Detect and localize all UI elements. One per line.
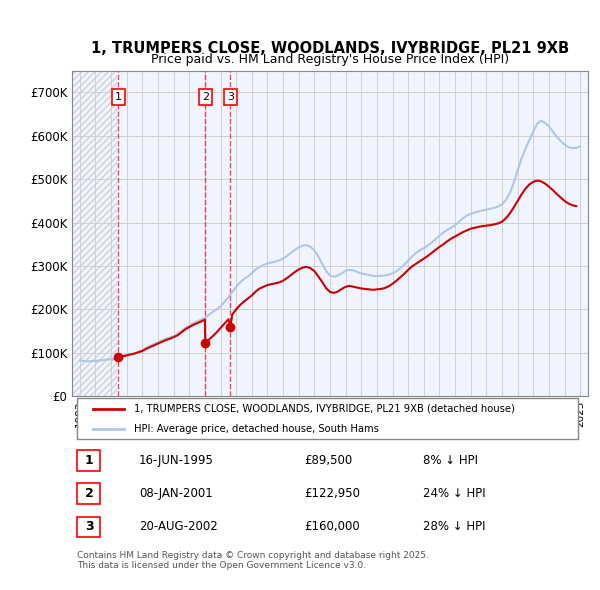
Text: 1, TRUMPERS CLOSE, WOODLANDS, IVYBRIDGE, PL21 9XB (detached house): 1, TRUMPERS CLOSE, WOODLANDS, IVYBRIDGE,… [134, 404, 515, 414]
FancyBboxPatch shape [77, 483, 100, 504]
Text: 08-JAN-2001: 08-JAN-2001 [139, 487, 213, 500]
Text: £122,950: £122,950 [304, 487, 360, 500]
FancyBboxPatch shape [77, 450, 100, 471]
Text: 20-AUG-2002: 20-AUG-2002 [139, 520, 218, 533]
FancyBboxPatch shape [77, 516, 100, 537]
Text: 24% ↓ HPI: 24% ↓ HPI [423, 487, 485, 500]
Text: £89,500: £89,500 [304, 454, 352, 467]
FancyBboxPatch shape [77, 398, 578, 440]
Text: 16-JUN-1995: 16-JUN-1995 [139, 454, 214, 467]
Bar [72, 71, 118, 396]
Text: 8% ↓ HPI: 8% ↓ HPI [423, 454, 478, 467]
Text: 3: 3 [85, 520, 94, 533]
Text: 2: 2 [202, 92, 209, 102]
Text: Price paid vs. HM Land Registry's House Price Index (HPI): Price paid vs. HM Land Registry's House … [151, 53, 509, 66]
Text: 1: 1 [115, 92, 122, 102]
Text: 3: 3 [227, 92, 234, 102]
Text: 28% ↓ HPI: 28% ↓ HPI [423, 520, 485, 533]
Text: 2: 2 [85, 487, 94, 500]
Text: HPI: Average price, detached house, South Hams: HPI: Average price, detached house, Sout… [134, 424, 379, 434]
Text: 1: 1 [85, 454, 94, 467]
Text: Contains HM Land Registry data © Crown copyright and database right 2025.
This d: Contains HM Land Registry data © Crown c… [77, 550, 429, 570]
Text: £160,000: £160,000 [304, 520, 360, 533]
Text: 1, TRUMPERS CLOSE, WOODLANDS, IVYBRIDGE, PL21 9XB: 1, TRUMPERS CLOSE, WOODLANDS, IVYBRIDGE,… [91, 41, 569, 56]
